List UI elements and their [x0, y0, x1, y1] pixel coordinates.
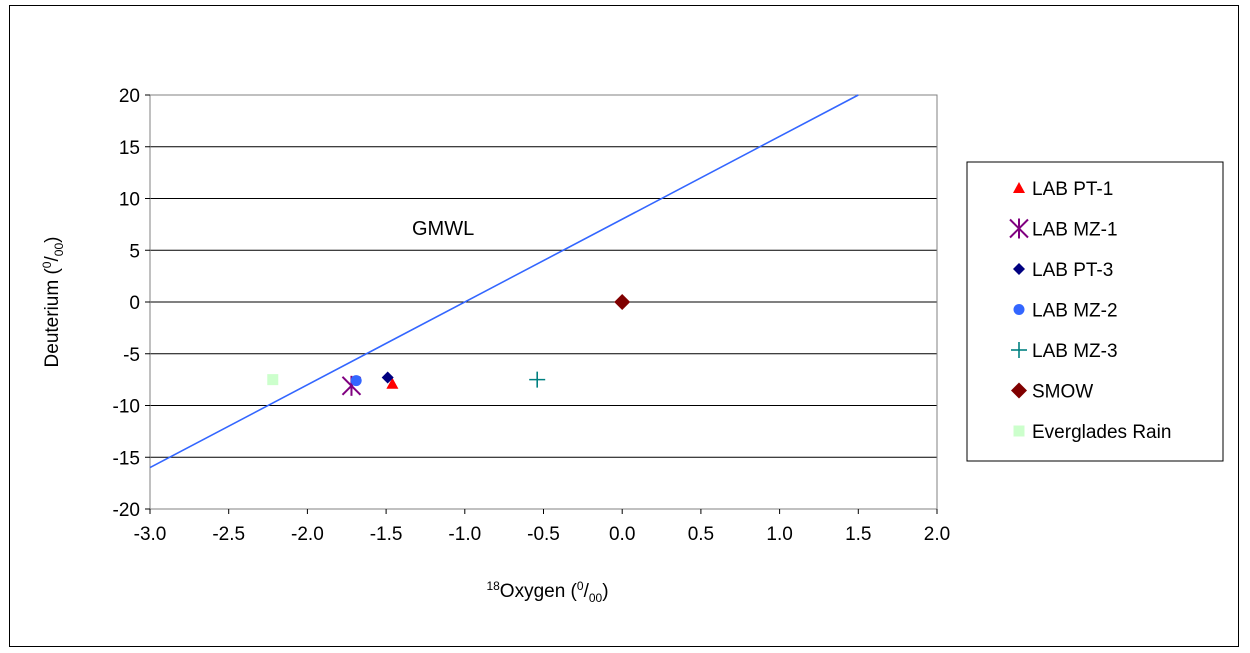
y-tick-label: 5: [129, 241, 140, 262]
x-tick-label: -1.0: [448, 524, 481, 545]
x-tick-label: -3.0: [134, 524, 167, 545]
y-label-unit-slash: /: [42, 256, 63, 262]
point-lab-pt-1: [386, 377, 399, 389]
y-tick-label: -5: [123, 345, 140, 366]
legend-label-lab-pt-1: LAB PT-1: [1032, 179, 1113, 200]
legend-marker-smow: [1011, 382, 1027, 399]
data-points: [267, 294, 631, 396]
legend: LAB PT-1 LAB MZ-1 LAB PT-3 LAB MZ-2 LAB MZ-3…: [966, 161, 1224, 462]
x-tick-label: 1.0: [766, 524, 792, 545]
point-lab-pt-3: [381, 371, 394, 384]
y-label-close: ): [42, 237, 63, 243]
x-label-isotope-sup: 18: [486, 579, 500, 593]
triangle-marker: [1013, 182, 1025, 193]
legend-label-lab-pt-3: LAB PT-3: [1032, 260, 1113, 281]
x-tick-label: -0.5: [527, 524, 560, 545]
legend-marker-lab-mz-3: [1011, 342, 1027, 358]
gmwl-line: [149, 94, 859, 469]
x-tick-label: -2.0: [291, 524, 324, 545]
square-marker: [1013, 425, 1025, 437]
chart-frame: 20 15 10 5 0 -5 -10 -15 -20 -3.0 -2.5 -2.0 -1.5 -1.0…: [9, 5, 1239, 647]
x-tick-label: 2.0: [924, 524, 950, 545]
triangle-marker: [386, 377, 399, 389]
legend-label-lab-mz-3: LAB MZ-3: [1032, 341, 1118, 362]
y-axis-label: Deuterium (0/00): [40, 237, 66, 368]
circle-marker: [1013, 304, 1025, 315]
legend-label-lab-mz-1: LAB MZ-1: [1032, 220, 1118, 241]
y-tick-label: -10: [113, 397, 140, 418]
x-axis-ticks: -3.0 -2.5 -2.0 -1.5 -1.0 -0.5 0.0 0.5 1.0 1.5 2.0: [134, 509, 950, 545]
legend-label-smow: SMOW: [1032, 382, 1093, 403]
y-tick-label: 15: [119, 138, 140, 159]
x-label-unit-sup: 0: [577, 579, 584, 593]
point-everglades-rain: [267, 374, 279, 386]
x-tick-label: 1.5: [845, 524, 871, 545]
y-tick-label: 20: [119, 86, 140, 107]
legend-marker-everglades-rain: [1013, 425, 1025, 437]
grid-lines: [150, 94, 937, 510]
scatter-chart: 20 15 10 5 0 -5 -10 -15 -20 -3.0 -2.5 -2.0 -1.5 -1.0…: [40, 86, 1224, 605]
square-marker: [267, 374, 279, 386]
x-tick-label: -2.5: [212, 524, 245, 545]
legend-box: [966, 161, 1224, 462]
y-tick-label: -15: [113, 448, 140, 469]
y-tick-label: 0: [129, 293, 140, 314]
x-label-main: Oxygen (: [500, 581, 578, 602]
y-tick-label: -20: [113, 500, 140, 521]
circle-marker: [350, 375, 362, 387]
x-label-unit-slash: /: [584, 581, 590, 602]
y-tick-label: 10: [119, 190, 140, 211]
legend-marker-lab-pt-3: [1013, 263, 1025, 275]
x-tick-label: -1.5: [370, 524, 403, 545]
diamond-marker: [614, 294, 631, 310]
x-label-unit-sub: 00: [589, 591, 603, 605]
legend-marker-lab-pt-1: [1013, 182, 1025, 193]
x-label-close: ): [602, 581, 608, 602]
x-tick-label: 0.0: [609, 524, 635, 545]
gmwl-line-group: [149, 94, 859, 469]
point-lab-mz-2: [350, 375, 362, 387]
y-label-unit-sup: 0: [40, 261, 54, 268]
y-label-unit-sub: 00: [52, 243, 66, 257]
y-label-main: Deuterium (: [42, 268, 63, 368]
x-tick-label: 0.5: [688, 524, 714, 545]
point-smow: [614, 294, 631, 310]
y-axis-ticks: 20 15 10 5 0 -5 -10 -15 -20: [113, 86, 150, 521]
legend-label-everglades-rain: Everglades Rain: [1032, 422, 1171, 443]
diamond-marker: [1013, 263, 1025, 275]
diamond-marker: [1011, 382, 1027, 399]
diamond-marker: [381, 371, 394, 384]
x-axis-label: 18Oxygen (0/00): [486, 579, 608, 605]
legend-items: LAB PT-1 LAB MZ-1 LAB PT-3 LAB MZ-2 LAB MZ-3…: [1009, 179, 1171, 443]
legend-label-lab-mz-2: LAB MZ-2: [1032, 301, 1118, 322]
point-lab-mz-3: [529, 371, 546, 388]
gmwl-annotation: GMWL: [412, 218, 474, 240]
legend-marker-lab-mz-1: [1009, 218, 1029, 239]
legend-marker-lab-mz-2: [1013, 304, 1025, 315]
